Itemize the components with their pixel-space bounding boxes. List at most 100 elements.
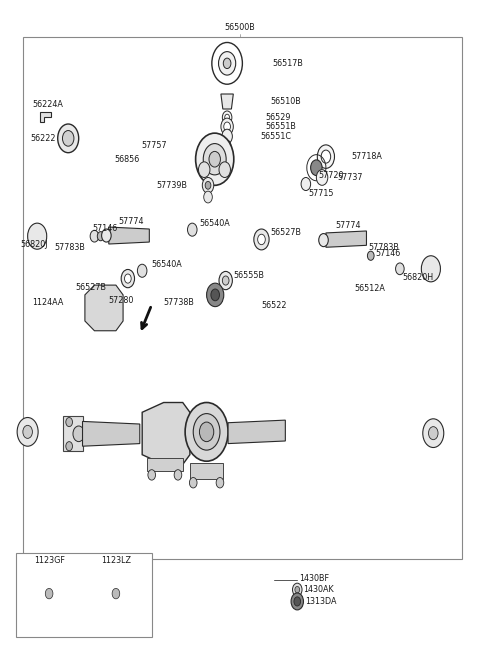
Text: 56540A: 56540A xyxy=(152,260,182,269)
Circle shape xyxy=(292,583,302,596)
Bar xyxy=(147,458,183,471)
Text: 57783B: 57783B xyxy=(54,244,85,252)
Text: 56224A: 56224A xyxy=(33,100,63,109)
Circle shape xyxy=(221,118,233,135)
Bar xyxy=(16,553,152,637)
Bar xyxy=(190,462,223,479)
Circle shape xyxy=(301,178,311,191)
Text: 57774: 57774 xyxy=(118,217,144,227)
Text: 1430BF: 1430BF xyxy=(299,574,329,583)
Text: 57720: 57720 xyxy=(319,171,344,180)
Circle shape xyxy=(17,417,38,446)
Circle shape xyxy=(209,151,220,167)
Circle shape xyxy=(319,234,328,247)
Circle shape xyxy=(317,145,335,168)
Text: 56540A: 56540A xyxy=(199,219,230,228)
Circle shape xyxy=(219,162,230,178)
Circle shape xyxy=(174,470,182,480)
Circle shape xyxy=(121,269,134,288)
Text: 57757: 57757 xyxy=(141,141,167,150)
Circle shape xyxy=(206,283,224,307)
Text: 56500B: 56500B xyxy=(225,23,255,32)
Text: 1430AK: 1430AK xyxy=(303,585,334,594)
Text: 56512A: 56512A xyxy=(355,284,385,293)
Circle shape xyxy=(321,150,331,163)
Circle shape xyxy=(202,178,214,193)
Text: 1313DA: 1313DA xyxy=(305,597,336,606)
Polygon shape xyxy=(83,421,140,446)
Circle shape xyxy=(224,122,230,131)
Circle shape xyxy=(66,441,72,451)
Circle shape xyxy=(23,425,33,438)
Circle shape xyxy=(223,140,231,151)
Circle shape xyxy=(218,52,236,75)
Circle shape xyxy=(199,162,210,178)
Text: 56555B: 56555B xyxy=(234,271,265,280)
Circle shape xyxy=(97,232,104,241)
Text: 56222: 56222 xyxy=(30,134,56,143)
Circle shape xyxy=(90,231,99,242)
Text: 57737: 57737 xyxy=(337,173,362,182)
Circle shape xyxy=(211,289,219,301)
Circle shape xyxy=(429,426,438,440)
Circle shape xyxy=(367,251,374,260)
Circle shape xyxy=(190,477,197,488)
Polygon shape xyxy=(142,403,190,464)
Circle shape xyxy=(102,229,111,242)
Text: 57280: 57280 xyxy=(109,295,134,305)
Circle shape xyxy=(112,588,120,599)
Text: 57783B: 57783B xyxy=(369,244,400,252)
Circle shape xyxy=(219,271,232,290)
Circle shape xyxy=(199,422,214,441)
Text: 56527B: 56527B xyxy=(75,282,107,291)
Text: 1123LZ: 1123LZ xyxy=(101,556,131,565)
Text: 56522: 56522 xyxy=(262,301,287,310)
Polygon shape xyxy=(39,112,51,122)
Circle shape xyxy=(295,586,300,593)
Text: 56820H: 56820H xyxy=(402,272,433,282)
Text: 56856: 56856 xyxy=(115,155,140,164)
Circle shape xyxy=(148,470,156,480)
Polygon shape xyxy=(228,420,285,443)
Polygon shape xyxy=(109,227,149,244)
Text: 57718A: 57718A xyxy=(351,152,382,161)
Text: 56820J: 56820J xyxy=(21,240,48,248)
Circle shape xyxy=(222,111,232,124)
Circle shape xyxy=(196,133,234,185)
Circle shape xyxy=(124,274,131,283)
Text: 57715: 57715 xyxy=(308,189,334,198)
Text: 56510B: 56510B xyxy=(270,97,301,105)
Text: 1124AA: 1124AA xyxy=(33,298,64,307)
Circle shape xyxy=(311,160,322,176)
Text: 56529: 56529 xyxy=(265,113,291,122)
Text: 57146: 57146 xyxy=(375,250,401,258)
Circle shape xyxy=(205,181,211,189)
Circle shape xyxy=(223,58,231,69)
Circle shape xyxy=(185,403,228,461)
Circle shape xyxy=(291,593,303,610)
Circle shape xyxy=(66,417,72,426)
Circle shape xyxy=(58,124,79,153)
Circle shape xyxy=(203,143,226,175)
Circle shape xyxy=(421,255,441,282)
Circle shape xyxy=(254,229,269,250)
Text: 56551B: 56551B xyxy=(265,122,296,131)
Circle shape xyxy=(225,114,229,121)
Circle shape xyxy=(193,413,220,450)
Circle shape xyxy=(222,276,229,285)
Circle shape xyxy=(294,597,300,606)
Circle shape xyxy=(73,426,84,441)
Circle shape xyxy=(204,191,212,203)
Polygon shape xyxy=(85,285,123,331)
Circle shape xyxy=(216,477,224,488)
Circle shape xyxy=(28,223,47,250)
Text: 57739B: 57739B xyxy=(156,181,188,190)
Text: 56551C: 56551C xyxy=(261,132,291,141)
Text: 57146: 57146 xyxy=(92,224,117,233)
Bar xyxy=(23,37,462,559)
Circle shape xyxy=(222,129,232,143)
Circle shape xyxy=(188,223,197,236)
Circle shape xyxy=(316,170,328,185)
Circle shape xyxy=(423,419,444,447)
Polygon shape xyxy=(221,94,233,109)
